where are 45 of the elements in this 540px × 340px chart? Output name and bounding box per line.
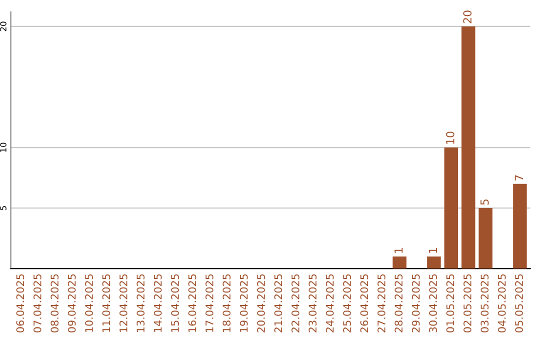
x-tick-label: 11.04.2025 bbox=[102, 274, 110, 332]
bar bbox=[478, 208, 492, 269]
bar bbox=[392, 256, 406, 269]
x-tick-label: 25.04.2025 bbox=[343, 274, 351, 332]
bar bbox=[427, 256, 441, 269]
x-tick-label: 01.05.2025 bbox=[446, 274, 454, 332]
x-tick-label: 26.04.2025 bbox=[360, 274, 368, 332]
x-tick-label: 27.04.2025 bbox=[377, 274, 386, 332]
x-tick-label: 08.04.2025 bbox=[50, 274, 59, 332]
x-tick-label: 12.04.2025 bbox=[119, 274, 128, 332]
data-label: 10 bbox=[446, 132, 454, 144]
data-label: 1 bbox=[428, 248, 438, 253]
x-tick-label: 19.04.2025 bbox=[240, 274, 248, 332]
x-tick-label: 20.04.2025 bbox=[257, 274, 265, 332]
x-tick-label: 09.04.2025 bbox=[68, 274, 76, 332]
x-tick-label: 22.04.2025 bbox=[291, 274, 300, 332]
x-tick-label: 29.04.2025 bbox=[412, 274, 420, 332]
x-tick-label: 06.04.2025 bbox=[16, 274, 24, 332]
x-tick-label: 02.05.2025 bbox=[464, 274, 472, 332]
data-label: 20 bbox=[463, 10, 472, 24]
x-tick-label: 28.04.2025 bbox=[394, 274, 403, 332]
x-tick-label: 16.04.2025 bbox=[188, 274, 196, 332]
bar bbox=[513, 184, 527, 269]
x-tick-label: 10.04.2025 bbox=[85, 274, 93, 332]
x-tick-label: 24.04.2025 bbox=[326, 274, 334, 332]
y-tick-label: 5 bbox=[0, 206, 6, 210]
x-tick-label: 03.05.2025 bbox=[480, 274, 489, 332]
x-tick-label: 30.04.2025 bbox=[429, 274, 437, 332]
x-tick-label: 14.04.2025 bbox=[154, 274, 162, 332]
y-tick-label: 20 bbox=[0, 22, 6, 32]
bar bbox=[444, 148, 458, 269]
x-tick-label: 07.04.2025 bbox=[33, 274, 42, 332]
x-tick-label: 04.05.2025 bbox=[498, 274, 506, 332]
data-label: 1 bbox=[394, 248, 403, 253]
x-tick-label: 21.04.2025 bbox=[274, 274, 282, 332]
x-tick-label: 05.05.2025 bbox=[515, 274, 523, 332]
x-tick-label: 23.04.2025 bbox=[308, 274, 317, 332]
x-tick-label: 15.04.2025 bbox=[171, 274, 179, 332]
x-tick-label: 18.04.2025 bbox=[222, 274, 231, 332]
y-tick-label: 10 bbox=[0, 142, 6, 152]
data-label: 5 bbox=[480, 200, 489, 205]
x-tick-label: 13.04.2025 bbox=[136, 274, 145, 332]
x-tick-label: 17.04.2025 bbox=[205, 274, 214, 332]
bar bbox=[461, 26, 476, 269]
data-label: 7 bbox=[514, 175, 524, 181]
